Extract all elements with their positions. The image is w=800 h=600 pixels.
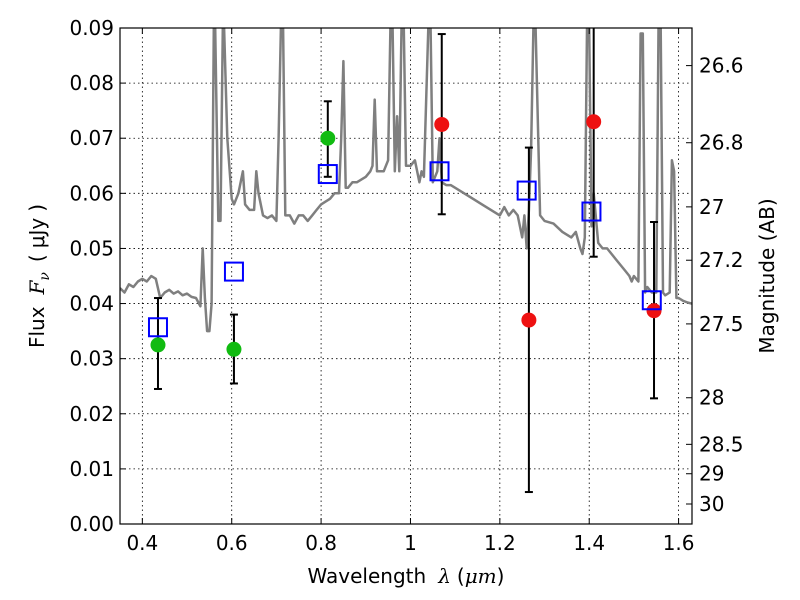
data-markers — [147, 114, 662, 357]
data-point-circle — [226, 341, 242, 357]
x-tick-label: 0.4 — [126, 531, 158, 555]
magnitude-tick-label: 30 — [699, 492, 724, 516]
data-point-circle — [320, 130, 336, 146]
x-axis-label-lambda: λ — [437, 564, 451, 588]
x-tick-label: 1.2 — [484, 531, 516, 555]
magnitude-tick-label: 27.2 — [699, 248, 744, 272]
magnitude-tick-label: 28.5 — [699, 432, 744, 456]
x-tick-label: 0.8 — [305, 531, 337, 555]
y-tick-label: 0.08 — [69, 71, 114, 95]
y-axis-label-paren-close: ) — [25, 204, 49, 212]
magnitude-tick-label: 29 — [699, 462, 724, 486]
magnitude-tick-label: 27.5 — [699, 312, 744, 336]
y-tick-label: 0.00 — [69, 512, 114, 536]
y-tick-label: 0.09 — [69, 16, 114, 40]
y-axis-label-unit: μJy — [25, 218, 49, 249]
y-axis-label-nu: ν — [37, 272, 53, 281]
x-tick-label: 1.6 — [663, 531, 695, 555]
model-flux-square — [516, 180, 537, 201]
plot-area — [120, 28, 692, 494]
x-axis-label-paren-open: ( — [457, 564, 465, 588]
data-point-circle — [434, 116, 450, 132]
grid — [120, 28, 692, 524]
model-flux-square — [429, 161, 450, 182]
magnitude-axis-label: Magnitude (AB) — [755, 198, 779, 353]
magnitude-tick-label: 27 — [699, 195, 724, 219]
y-tick-labels: 0.00 0.01 0.02 0.03 0.04 0.05 0.06 0.07 0.08 0.09 — [69, 16, 114, 536]
y-tick-label: 0.07 — [69, 126, 114, 150]
y-axis-label-text: Flux — [25, 306, 49, 348]
model-flux-square — [147, 317, 168, 338]
y-axis-label-paren-open: ( — [25, 254, 49, 262]
x-tick-labels: 0.4 0.6 0.8 1 1.2 1.4 1.6 — [126, 531, 694, 555]
y-tick-label: 0.04 — [69, 292, 114, 316]
y-tick-label: 0.06 — [69, 181, 114, 205]
model-flux-square — [581, 201, 602, 222]
model-flux-square — [223, 261, 244, 282]
x-axis-label-text: Wavelength — [308, 564, 427, 588]
x-tick-label: 1 — [404, 531, 417, 555]
data-point-circle — [150, 337, 166, 353]
model-flux-square — [317, 164, 338, 185]
model-spectrum-line — [120, 28, 692, 333]
magnitude-tick-label: 26.8 — [699, 131, 744, 155]
plot-frame — [119, 27, 693, 525]
data-point-circle — [586, 114, 602, 130]
y-tick-label: 0.05 — [69, 236, 114, 260]
x-tick-label: 1.4 — [573, 531, 605, 555]
x-axis-label: Wavelength λ (μm) — [308, 564, 505, 588]
y-tick-label: 0.03 — [69, 347, 114, 371]
y-tick-label: 0.01 — [69, 457, 114, 481]
x-tick-label: 0.6 — [216, 531, 248, 555]
magnitude-tick-labels: 26.6 26.8 27 27.2 27.5 28 28.5 29 30 — [699, 54, 744, 516]
magnitude-tick-label: 28 — [699, 386, 724, 410]
y-axis-label-f: F — [25, 279, 49, 295]
y-axis-label: Flux Fν ( μJy) — [25, 204, 53, 348]
data-point-circle — [646, 303, 662, 319]
magnitude-tick-label: 26.6 — [699, 54, 744, 78]
y-tick-label: 0.02 — [69, 402, 114, 426]
axis-ticks — [120, 27, 692, 525]
x-axis-label-unit: μm — [465, 564, 497, 588]
x-axis-label-paren-close: ) — [497, 564, 505, 588]
data-point-circle — [521, 312, 537, 328]
model-flux-square — [641, 290, 662, 311]
